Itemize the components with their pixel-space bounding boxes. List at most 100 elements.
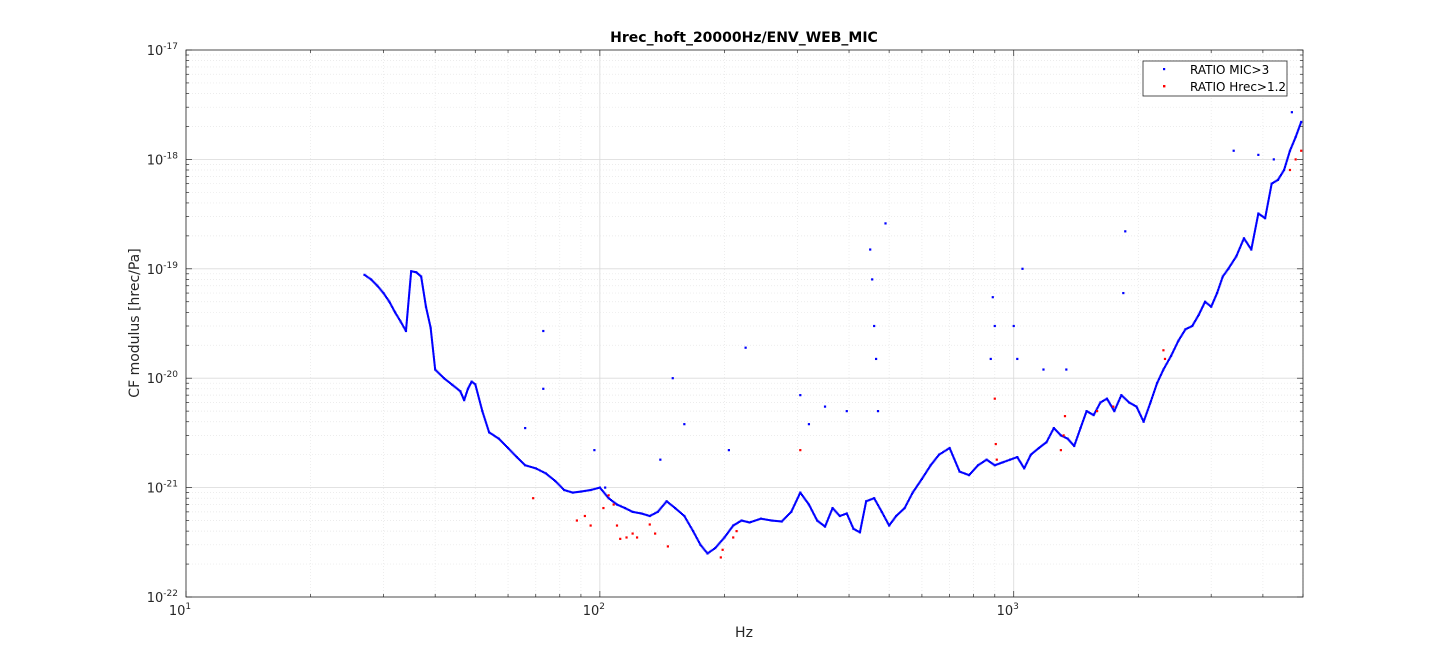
trace-point <box>784 516 787 519</box>
trace-point <box>755 519 758 522</box>
trace-point <box>427 317 430 320</box>
trace-point <box>1245 241 1248 244</box>
trace-point <box>1078 428 1081 431</box>
trace-point <box>890 520 893 523</box>
trace-point <box>1181 333 1184 336</box>
trace-point <box>860 522 863 525</box>
trace-point <box>874 499 877 502</box>
trace-point <box>389 302 392 305</box>
data-point <box>1085 410 1088 413</box>
data-point <box>735 530 738 533</box>
trace-point <box>477 396 480 399</box>
trace-point <box>1297 127 1300 130</box>
trace-point <box>996 463 999 466</box>
trace-point <box>612 500 615 503</box>
trace-point <box>641 512 644 515</box>
trace-point <box>866 499 869 502</box>
trace-point <box>457 388 460 391</box>
trace-point <box>1096 407 1099 410</box>
trace-point <box>859 526 862 529</box>
trace-point <box>1223 272 1226 275</box>
trace-point <box>629 509 632 512</box>
trace-point <box>1231 261 1234 264</box>
trace-point <box>1117 401 1120 404</box>
trace-point <box>553 479 556 482</box>
x-tick-label: 101 <box>169 602 191 619</box>
trace-point <box>408 284 411 287</box>
trace-point <box>489 432 492 435</box>
data-point <box>524 426 527 430</box>
trace-point <box>400 321 403 324</box>
trace-point <box>793 503 796 506</box>
trace-point <box>1111 406 1114 409</box>
trace-point <box>899 511 902 514</box>
trace-point <box>804 498 807 501</box>
trace-point <box>884 517 887 520</box>
trace-point <box>1291 144 1294 147</box>
data-point <box>1073 444 1076 448</box>
trace-point <box>883 514 886 517</box>
trace-point <box>1293 138 1296 141</box>
trace-point <box>1260 214 1263 217</box>
data-point <box>589 524 592 527</box>
trace-point <box>908 497 911 500</box>
trace-point <box>437 371 440 374</box>
trace-point <box>1160 372 1163 375</box>
data-point <box>1184 328 1187 331</box>
trace-point <box>862 514 865 517</box>
trace-point <box>1018 459 1021 462</box>
trace-point <box>893 517 896 520</box>
trace-point <box>421 286 424 289</box>
trace-point <box>423 298 426 301</box>
trace-point <box>394 312 397 315</box>
trace-point <box>420 278 423 281</box>
trace-point <box>430 332 433 335</box>
trace-point <box>387 299 390 302</box>
trace-point <box>661 504 664 507</box>
trace-point <box>822 524 825 527</box>
trace-point <box>983 460 986 463</box>
trace-point <box>727 530 730 533</box>
trace-point <box>796 497 799 500</box>
trace-point <box>570 491 573 494</box>
trace-point <box>492 434 495 437</box>
data-point <box>1113 410 1116 413</box>
trace-point <box>1046 438 1049 441</box>
data-point <box>683 423 686 426</box>
x-tick-label: 102 <box>583 602 605 619</box>
trace-point <box>663 502 666 505</box>
trace-point <box>1047 436 1050 439</box>
trace-point <box>1050 431 1053 434</box>
trace-point <box>423 299 426 302</box>
data-point <box>666 545 669 548</box>
data-point <box>1065 368 1068 371</box>
trace-point <box>1161 371 1164 374</box>
trace-point <box>788 513 791 516</box>
data-point <box>1300 149 1303 152</box>
trace-point <box>1087 411 1090 414</box>
trace-point <box>1225 270 1228 273</box>
trace-point <box>1255 220 1258 223</box>
data-point <box>1016 357 1019 361</box>
trace-point <box>1256 218 1259 221</box>
trace-point <box>1269 187 1272 190</box>
data-point <box>442 377 446 380</box>
trace-point <box>412 270 415 273</box>
trace-point <box>614 502 617 505</box>
trace-point <box>1240 242 1243 245</box>
trace-point <box>1161 369 1164 372</box>
trace-point <box>668 502 671 505</box>
trace-point <box>425 308 428 311</box>
data-point <box>937 453 941 456</box>
trace-point <box>821 523 824 526</box>
trace-point <box>1098 402 1101 405</box>
trace-point <box>1199 309 1202 312</box>
data-point <box>607 494 610 497</box>
trace-point <box>729 528 732 531</box>
data-point <box>420 275 423 278</box>
trace-point <box>847 516 850 519</box>
data-point <box>434 368 437 371</box>
trace-point <box>1243 238 1246 241</box>
trace-point <box>984 459 987 462</box>
trace-point <box>1130 402 1133 405</box>
